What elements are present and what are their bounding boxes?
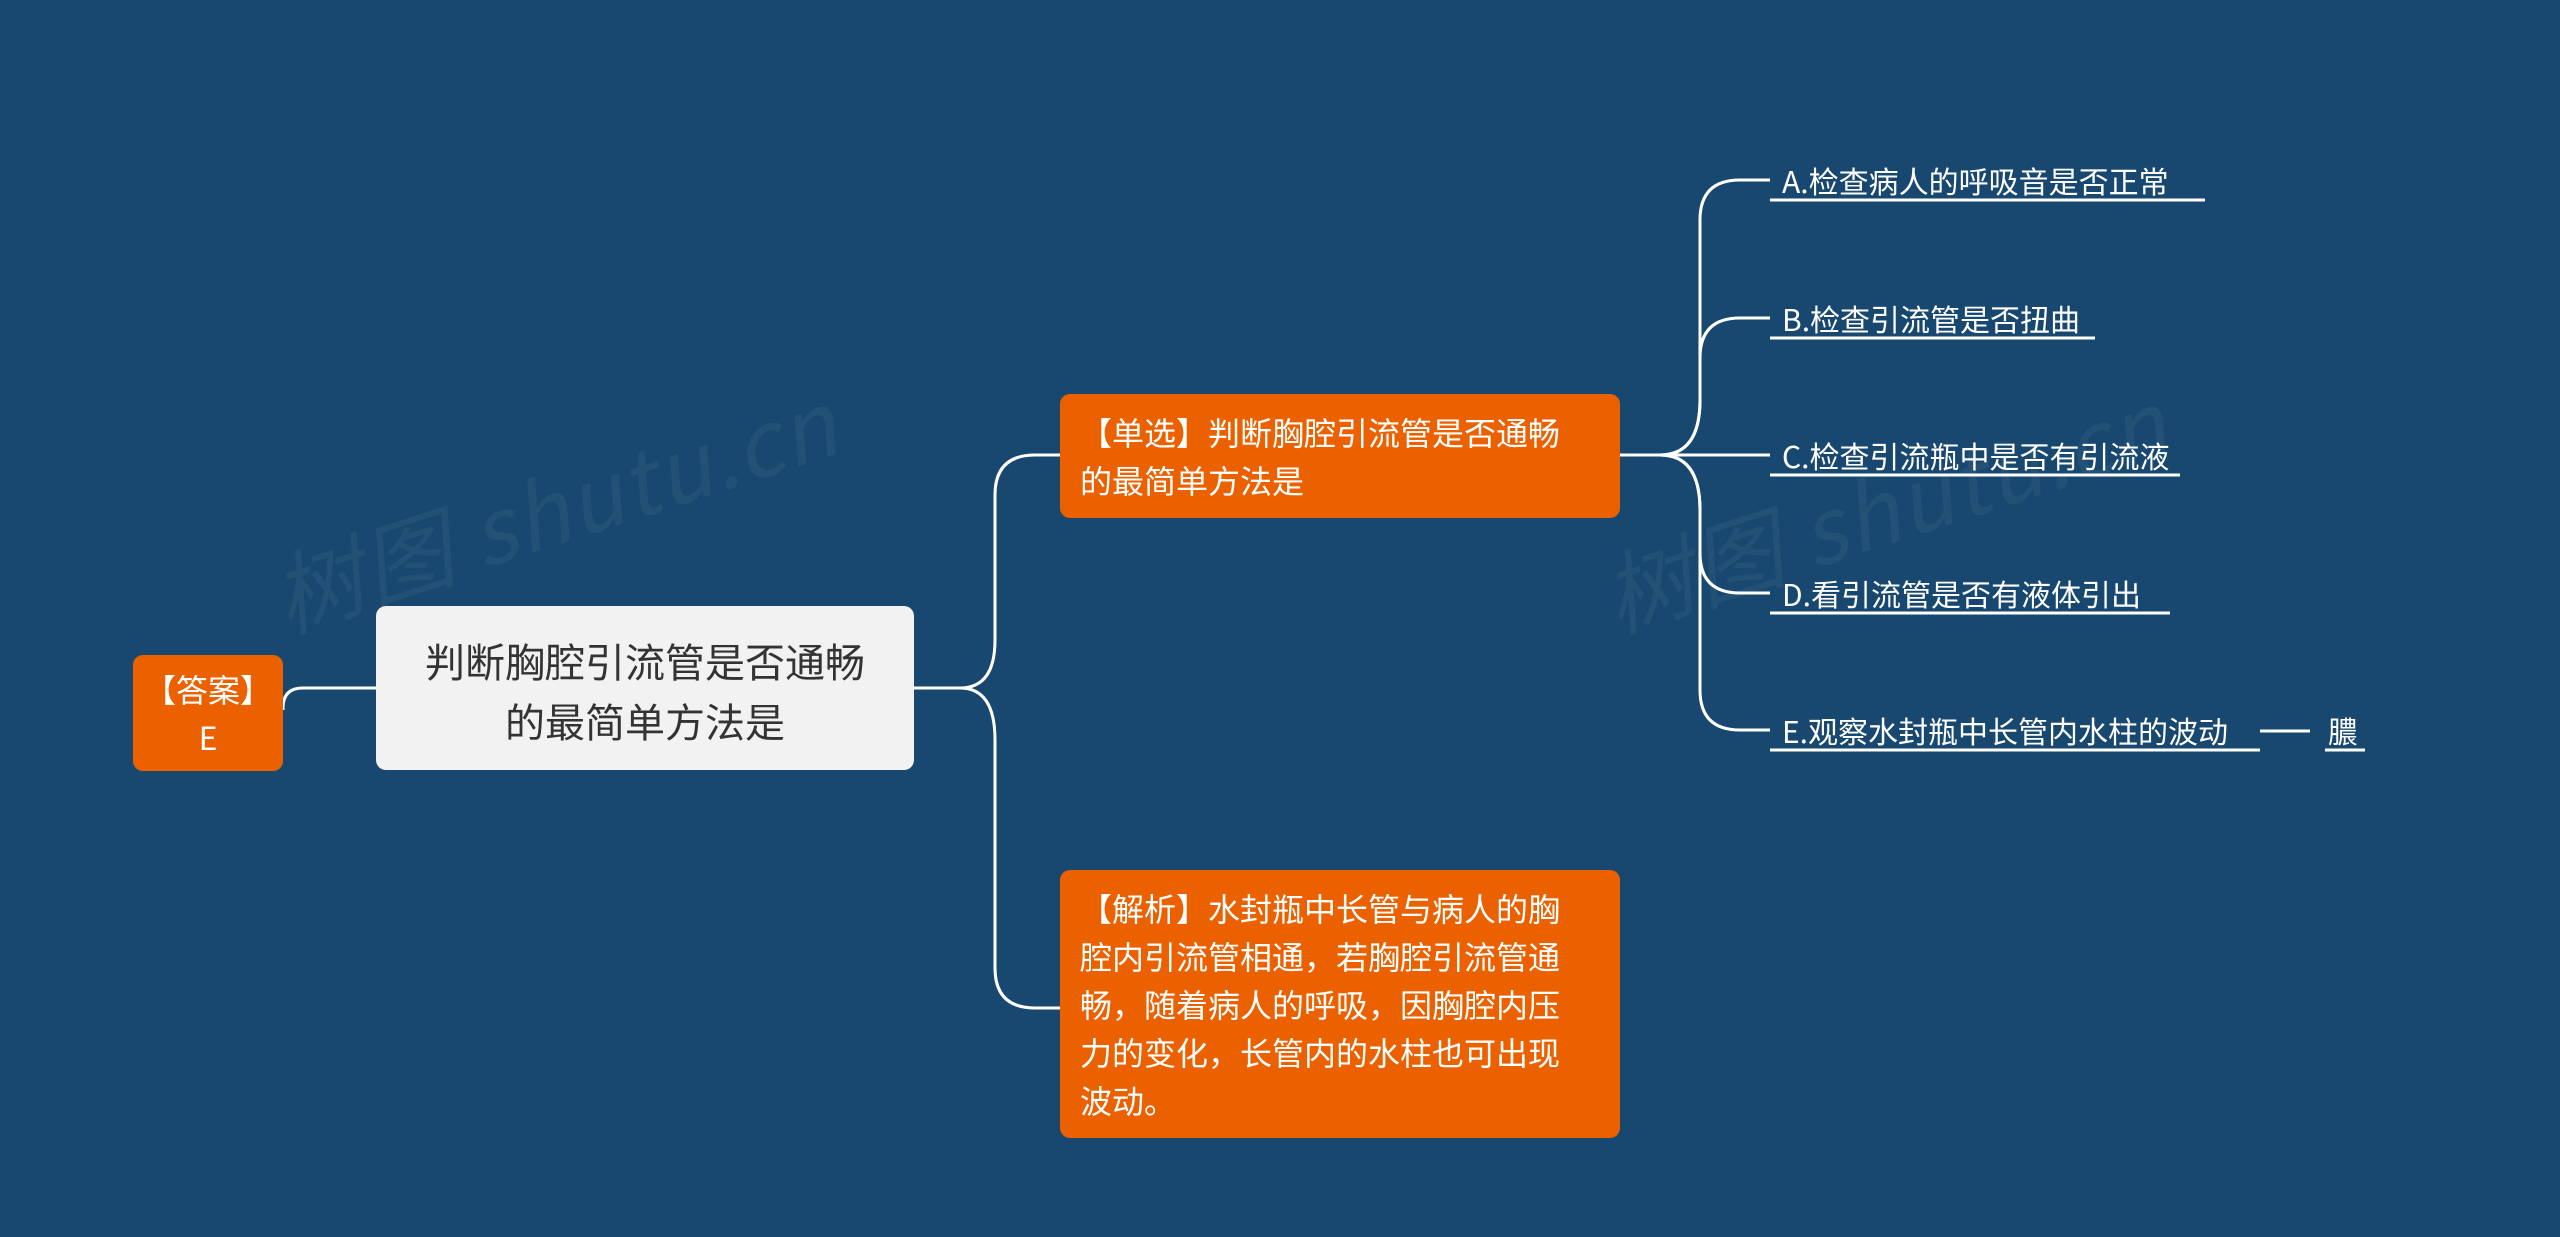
- answer-node[interactable]: 【答案】E: [133, 655, 283, 771]
- option-d[interactable]: D.看引流管是否有液体引出: [1782, 571, 2141, 615]
- mindmap-stage: 树图 shutu.cn 树图 shutu.cn 【答案】E: [0, 0, 2560, 1237]
- root-node[interactable]: 判断胸腔引流管是否通畅 的最简单方法是: [376, 606, 914, 770]
- option-b[interactable]: B.检查引流管是否扭曲: [1782, 296, 2080, 340]
- explanation-node[interactable]: 【解析】水封瓶中长管与病人的胸 腔内引流管相通，若胸腔引流管通 畅，随着病人的呼…: [1060, 870, 1620, 1138]
- option-a[interactable]: A.检查病人的呼吸音是否正常: [1782, 158, 2169, 202]
- option-c[interactable]: C.检查引流瓶中是否有引流液: [1782, 433, 2169, 477]
- question-node[interactable]: 【单选】判断胸腔引流管是否通畅 的最简单方法是: [1060, 394, 1620, 518]
- option-e[interactable]: E.观察水封瓶中长管内水柱的波动: [1782, 708, 2228, 752]
- trailing-note: 膿: [2328, 708, 2358, 752]
